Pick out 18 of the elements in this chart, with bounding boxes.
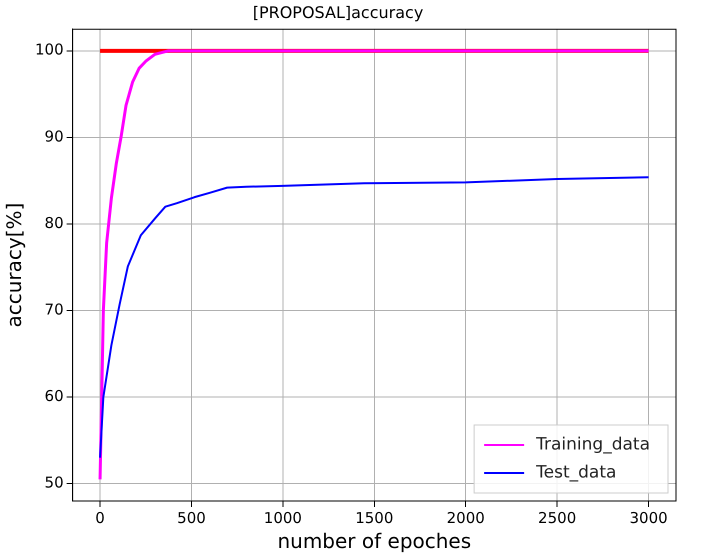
x-tick-label: 2500 bbox=[538, 508, 576, 527]
x-tick-label: 1000 bbox=[264, 508, 302, 527]
x-axis-title: number of epoches bbox=[277, 529, 472, 554]
x-tick-label: 2000 bbox=[446, 508, 485, 527]
x-tick-label: 1500 bbox=[355, 508, 394, 527]
y-axis-title: accuracy[%] bbox=[2, 202, 26, 328]
y-tick-label: 70 bbox=[44, 300, 64, 318]
y-tick-label: 60 bbox=[44, 387, 64, 406]
x-tick-label: 0 bbox=[95, 508, 105, 527]
legend-label: Training_data bbox=[535, 434, 650, 454]
y-tick-label: 90 bbox=[44, 127, 64, 146]
legend-label: Test_data bbox=[535, 462, 616, 482]
y-tick-label: 100 bbox=[34, 40, 64, 59]
y-tick-label: 50 bbox=[44, 474, 64, 492]
chart-title: [PROPOSAL]accuracy bbox=[252, 2, 424, 22]
x-tick-label: 500 bbox=[177, 508, 206, 527]
y-tick-label: 80 bbox=[44, 214, 64, 232]
x-tick-label: 3000 bbox=[629, 508, 668, 527]
